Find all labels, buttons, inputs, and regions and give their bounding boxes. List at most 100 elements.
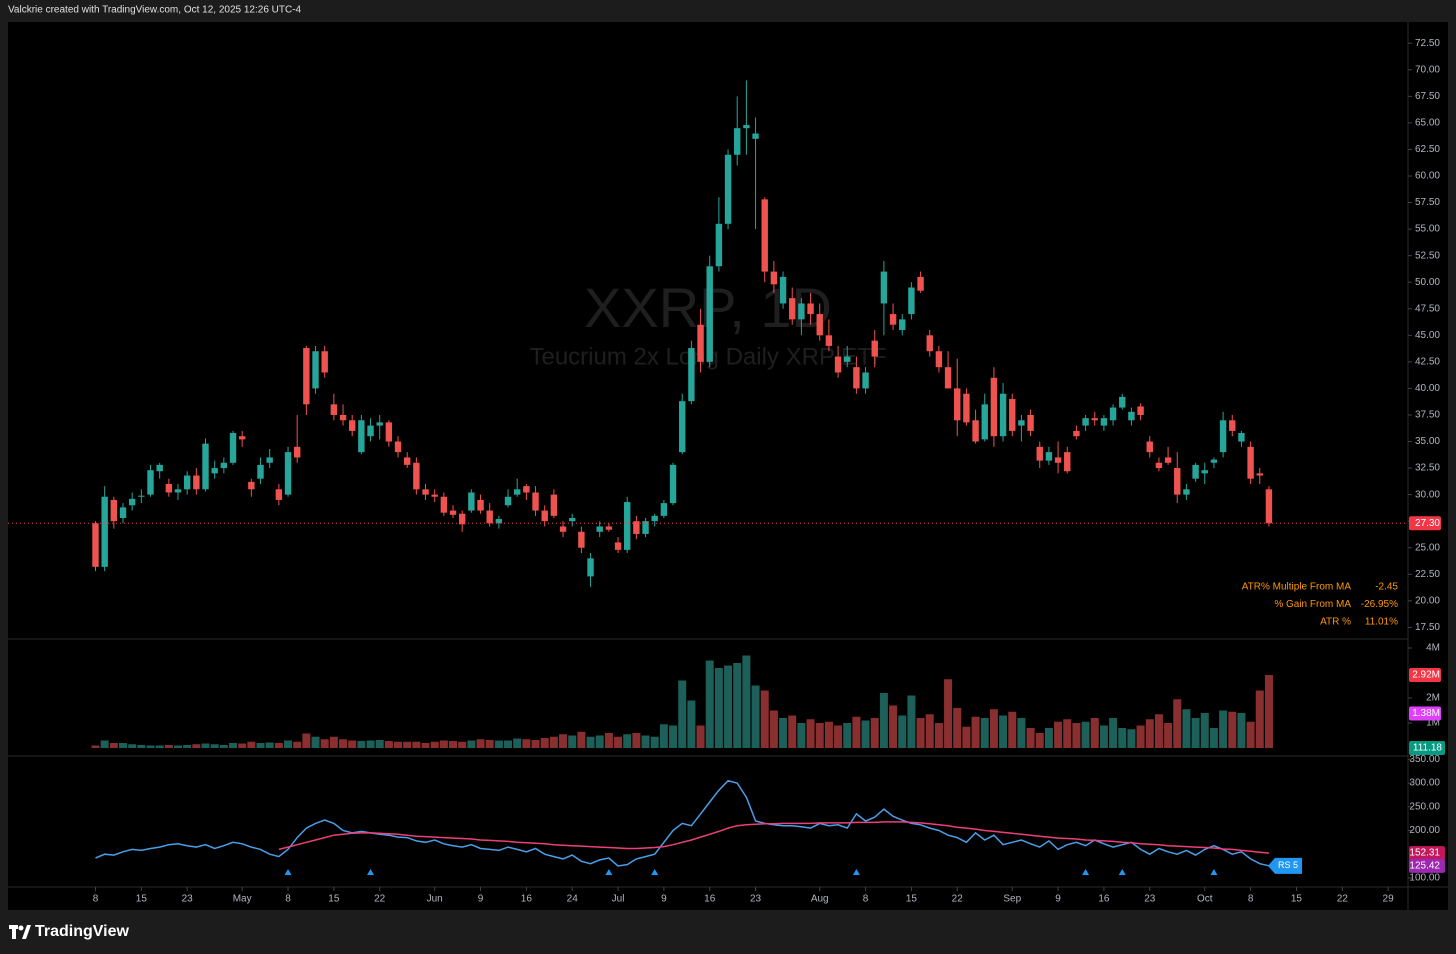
y-tick-label: 250.00 bbox=[1409, 801, 1440, 812]
y-tick-label: 2M bbox=[1426, 693, 1440, 704]
volume-bar bbox=[247, 741, 256, 748]
x-tick-label: Jun bbox=[427, 894, 443, 905]
volume-bar bbox=[522, 739, 531, 748]
candle-body bbox=[394, 441, 402, 453]
y-tick-label: 4M bbox=[1426, 643, 1440, 654]
volume-bar bbox=[91, 745, 100, 748]
volume-bar bbox=[595, 735, 604, 748]
x-tick-label: 8 bbox=[93, 894, 99, 905]
volume-bar bbox=[284, 740, 293, 748]
volume-bar bbox=[293, 741, 302, 748]
candle-body bbox=[1054, 457, 1062, 463]
volume-bar bbox=[705, 660, 714, 748]
candle-body bbox=[917, 276, 924, 291]
candle-body bbox=[92, 523, 99, 567]
candle-body bbox=[798, 303, 805, 320]
volume-bar bbox=[274, 743, 283, 748]
candle-body bbox=[844, 356, 851, 362]
candle-body bbox=[1164, 457, 1172, 463]
candle-body bbox=[128, 498, 136, 506]
volume-bar bbox=[999, 715, 1008, 748]
volume-bar bbox=[1219, 710, 1228, 748]
y-tick-label: 50.00 bbox=[1415, 277, 1440, 288]
candle-body bbox=[183, 475, 191, 490]
volume-bar bbox=[1072, 723, 1081, 748]
volume-bar bbox=[650, 736, 659, 748]
axis-marker bbox=[1409, 706, 1441, 721]
candle-body bbox=[1119, 396, 1126, 408]
candle-body bbox=[477, 499, 484, 511]
y-tick-label: 60.00 bbox=[1415, 171, 1440, 182]
candle-body bbox=[1109, 407, 1117, 421]
volume-bar bbox=[467, 740, 476, 748]
volume-bar bbox=[1228, 711, 1237, 748]
axis-marker-label: 27.30 bbox=[1415, 518, 1440, 529]
x-tick-label: 8 bbox=[863, 894, 869, 905]
x-tick-label: 8 bbox=[285, 894, 291, 905]
legend-tag bbox=[1268, 857, 1302, 874]
candle-body bbox=[312, 351, 319, 389]
candle-body bbox=[248, 481, 255, 490]
volume-bar bbox=[1237, 713, 1246, 748]
volume-bar bbox=[1173, 699, 1182, 748]
volume-bar bbox=[1255, 690, 1264, 748]
volume-bar bbox=[843, 723, 852, 748]
candle-body bbox=[697, 324, 704, 362]
axis-marker bbox=[1409, 846, 1445, 861]
x-tick-label: 8 bbox=[1248, 894, 1254, 905]
volume-bar bbox=[375, 740, 384, 748]
volume-bar bbox=[1182, 709, 1191, 748]
y-tick-label: 47.50 bbox=[1415, 303, 1440, 314]
y-tick-label: 20.00 bbox=[1415, 595, 1440, 606]
x-tick-label: 16 bbox=[521, 894, 533, 905]
volume-bar bbox=[760, 690, 769, 748]
x-tick-label: 9 bbox=[1055, 894, 1061, 905]
axis-marker-label: 1.38M bbox=[1412, 708, 1440, 719]
volume-bar bbox=[430, 741, 439, 748]
candle-body bbox=[587, 558, 594, 577]
volume-bar bbox=[1035, 733, 1044, 748]
footer-marker-label: 111.18 bbox=[1413, 743, 1443, 754]
volume-bar bbox=[815, 723, 824, 748]
candle-body bbox=[1174, 468, 1181, 495]
volume-bar bbox=[311, 736, 320, 748]
volume-bar bbox=[302, 733, 311, 748]
y-tick-label: 65.00 bbox=[1415, 118, 1440, 129]
candle-body bbox=[156, 464, 163, 472]
candle-body bbox=[174, 489, 182, 493]
volume-bar bbox=[549, 736, 558, 748]
axis-marker bbox=[1409, 668, 1441, 682]
stat-value: -26.95% bbox=[1361, 599, 1398, 610]
volume-bar bbox=[696, 725, 705, 748]
volume-bar bbox=[934, 723, 943, 748]
candle-body bbox=[981, 404, 988, 440]
candle-body bbox=[688, 348, 695, 402]
volume-bar bbox=[1063, 719, 1072, 748]
candle-body bbox=[770, 271, 778, 285]
volume-bar bbox=[824, 721, 833, 748]
stat-value: 11.01% bbox=[1365, 617, 1398, 628]
volume-bar bbox=[229, 743, 238, 748]
volume-bar bbox=[366, 740, 375, 748]
volume-bar bbox=[137, 745, 146, 748]
candle-body bbox=[495, 519, 503, 524]
volume-bar bbox=[1118, 728, 1127, 748]
candle-body bbox=[193, 475, 200, 490]
y-tick-label: 67.50 bbox=[1415, 91, 1440, 102]
candle-body bbox=[1064, 452, 1071, 472]
candle-body bbox=[908, 287, 915, 315]
y-tick-label: 37.50 bbox=[1415, 410, 1440, 421]
volume-bar bbox=[806, 719, 815, 748]
volume-bar bbox=[1246, 721, 1255, 748]
volume-bar bbox=[834, 725, 843, 748]
candle-body bbox=[303, 348, 310, 405]
candle-body bbox=[293, 446, 301, 458]
candle-body bbox=[1018, 420, 1025, 426]
volume-bar bbox=[192, 744, 201, 748]
volume-bar bbox=[971, 716, 980, 748]
candle-body bbox=[779, 276, 787, 304]
y-tick-label: 30.00 bbox=[1415, 489, 1440, 500]
candle-body bbox=[1219, 420, 1227, 453]
candle-body bbox=[1201, 470, 1208, 474]
y-tick-label: 62.50 bbox=[1415, 144, 1440, 155]
